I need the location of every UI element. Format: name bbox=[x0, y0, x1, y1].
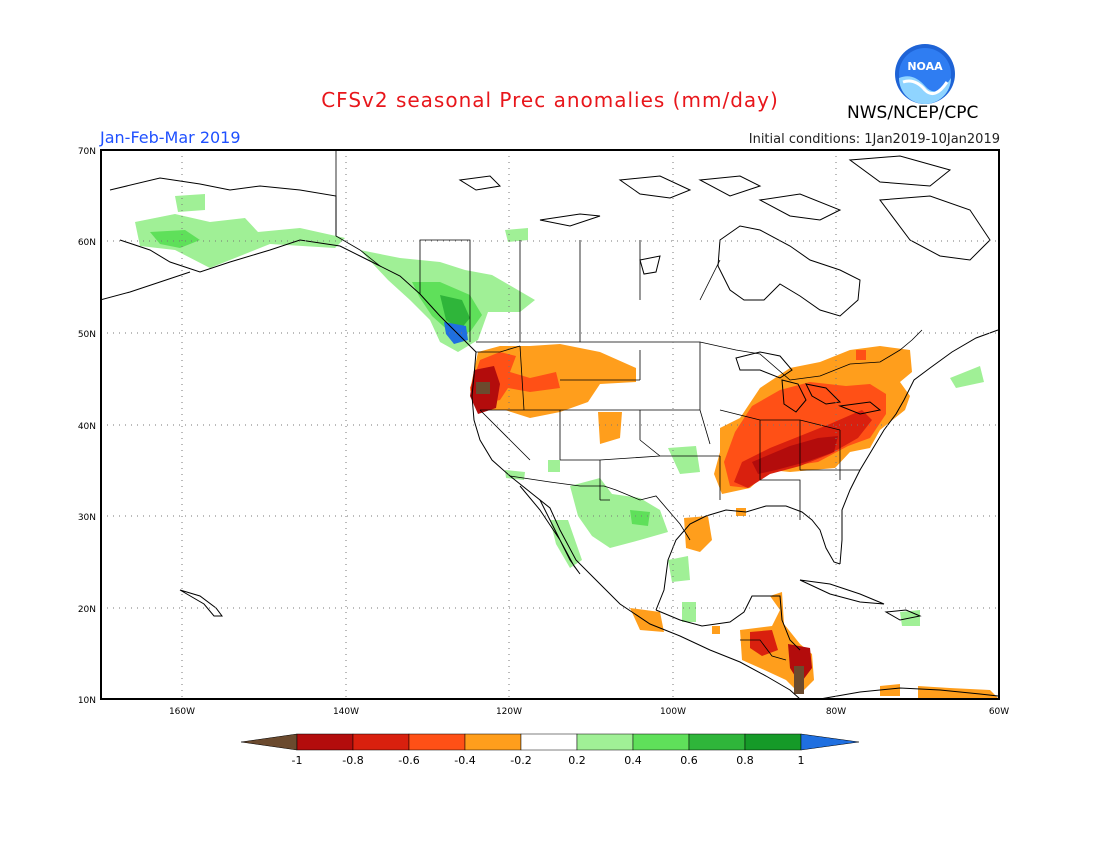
lat-tick: 60N bbox=[78, 238, 96, 248]
lon-tick: 80W bbox=[826, 707, 846, 717]
colorbar-segment bbox=[576, 733, 634, 751]
logo-text: NOAA bbox=[907, 60, 943, 73]
coastlines bbox=[101, 155, 999, 699]
lon-tick: 100W bbox=[660, 707, 686, 717]
colorbar-label: -0.6 bbox=[398, 754, 419, 767]
lon-tick: 140W bbox=[333, 707, 359, 717]
colorbar-label: -0.4 bbox=[454, 754, 475, 767]
lat-tick: 40N bbox=[78, 422, 96, 432]
lat-tick: 10N bbox=[78, 696, 96, 706]
colorbar bbox=[240, 733, 860, 751]
colorbar-label: 1 bbox=[798, 754, 805, 767]
agency-label: NWS/NCEP/CPC bbox=[847, 103, 979, 123]
lat-tick: 50N bbox=[78, 330, 96, 340]
colorbar-label: -0.2 bbox=[510, 754, 531, 767]
colorbar-label: 0.2 bbox=[568, 754, 586, 767]
colorbar-segment bbox=[688, 733, 746, 751]
colorbar-segment bbox=[296, 733, 354, 751]
colorbar-segment bbox=[520, 733, 578, 751]
lat-tick: 30N bbox=[78, 513, 96, 523]
lon-tick: 120W bbox=[496, 707, 522, 717]
colorbar-label: -1 bbox=[292, 754, 303, 767]
map-frame bbox=[100, 149, 1000, 700]
forecast-period: Jan-Feb-Mar 2019 bbox=[100, 128, 241, 147]
noaa-logo: NOAA bbox=[895, 44, 955, 104]
lat-tick-labels: 70N 60N 50N 40N 30N 20N 10N bbox=[78, 147, 96, 706]
colorbar-segment bbox=[744, 733, 802, 751]
colorbar-upper-extend bbox=[800, 733, 860, 751]
political-borders bbox=[335, 150, 923, 661]
lat-tick: 20N bbox=[78, 605, 96, 615]
lon-tick-labels: 160W 140W 120W 100W 80W 60W bbox=[169, 707, 1009, 717]
colorbar-label: -0.8 bbox=[342, 754, 363, 767]
anomaly-shading bbox=[135, 194, 998, 698]
colorbar-label: 0.4 bbox=[624, 754, 642, 767]
colorbar-labels: -1 -0.8 -0.6 -0.4 -0.2 0.2 0.4 0.6 0.8 1 bbox=[292, 754, 805, 767]
colorbar-lower-extend bbox=[240, 733, 298, 751]
lon-tick: 160W bbox=[169, 707, 195, 717]
colorbar-segment bbox=[408, 733, 466, 751]
colorbar-label: 0.8 bbox=[736, 754, 754, 767]
initial-conditions: Initial conditions: 1Jan2019-10Jan2019 bbox=[748, 132, 1000, 147]
colorbar-segment bbox=[464, 733, 522, 751]
map-title: CFSv2 seasonal Prec anomalies (mm/day) bbox=[321, 88, 779, 112]
lon-tick: 60W bbox=[989, 707, 1009, 717]
colorbar-segment bbox=[632, 733, 690, 751]
colorbar-segment bbox=[352, 733, 410, 751]
colorbar-label: 0.6 bbox=[680, 754, 698, 767]
lat-tick: 70N bbox=[78, 147, 96, 157]
